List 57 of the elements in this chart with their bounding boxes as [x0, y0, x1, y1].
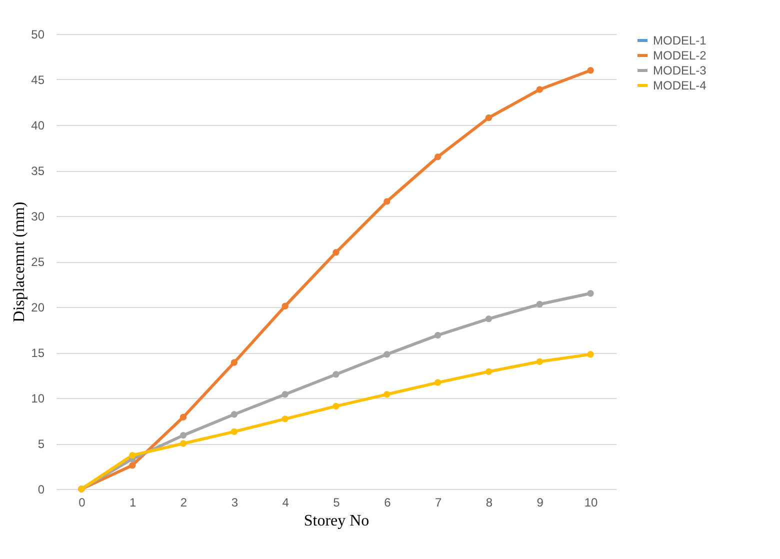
- x-axis-title: Storey No: [304, 512, 370, 530]
- point: [282, 302, 288, 310]
- point: [434, 379, 442, 386]
- legend-label: MODEL-1: [653, 34, 707, 48]
- x-tick-label: 6: [384, 496, 392, 510]
- point: [230, 428, 238, 436]
- point: [282, 416, 288, 422]
- point: [485, 315, 492, 322]
- point: [332, 370, 340, 378]
- point: [587, 350, 594, 358]
- point: [129, 452, 136, 459]
- y-tick-label: 10: [31, 392, 45, 406]
- point: [180, 414, 187, 420]
- point: [332, 402, 340, 410]
- x-tick-label: 5: [333, 496, 340, 510]
- point: [384, 391, 390, 398]
- point: [230, 359, 238, 366]
- y-tick-label: 20: [31, 300, 45, 314]
- point: [180, 440, 187, 447]
- point: [587, 67, 594, 74]
- legend-label: MODEL-4: [653, 78, 707, 92]
- point: [384, 350, 390, 358]
- y-axis-title: Displacemnt (mm): [11, 202, 28, 322]
- x-tick-label: 0: [78, 496, 86, 510]
- point: [536, 86, 543, 93]
- x-tick-label: 8: [486, 496, 493, 510]
- point: [332, 249, 340, 256]
- point: [587, 290, 594, 297]
- point: [180, 432, 187, 439]
- x-tick-label: 10: [584, 496, 598, 510]
- x-tick-label: 7: [434, 496, 442, 510]
- point: [536, 300, 543, 308]
- point: [434, 332, 442, 339]
- point: [536, 358, 543, 365]
- point: [485, 368, 492, 375]
- x-tick-label: 4: [282, 496, 290, 510]
- x-tick-label: 9: [536, 496, 544, 510]
- legend-label: MODEL-2: [653, 48, 707, 62]
- point: [230, 411, 238, 418]
- y-tick-label: 15: [31, 346, 45, 360]
- y-tick-label: 50: [31, 28, 45, 42]
- x-tick-label: 3: [231, 496, 238, 510]
- y-tick-label: 0: [38, 482, 45, 496]
- y-tick-label: 45: [31, 73, 45, 87]
- point: [129, 462, 136, 469]
- y-tick-label: 30: [31, 210, 45, 224]
- point: [282, 391, 288, 398]
- x-tick-label: 2: [180, 496, 188, 510]
- legend-label: MODEL-3: [653, 64, 707, 78]
- point: [384, 198, 390, 205]
- y-tick-label: 25: [31, 255, 45, 269]
- y-tick-label: 40: [31, 118, 45, 132]
- point: [434, 154, 442, 160]
- x-tick-label: 1: [130, 496, 137, 510]
- y-tick-label: 35: [31, 164, 45, 178]
- y-tick-label: 5: [38, 437, 45, 451]
- point: [485, 114, 492, 122]
